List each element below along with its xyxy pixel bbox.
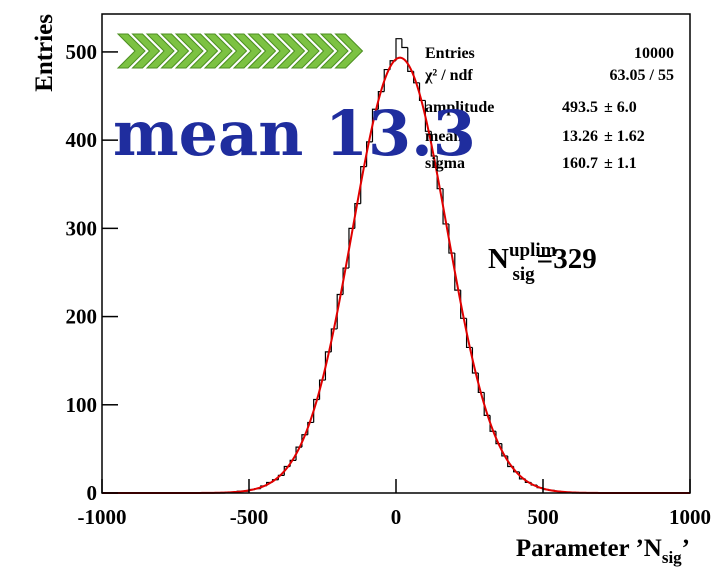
y-tick-label: 0 xyxy=(87,481,98,505)
chevron xyxy=(261,33,291,69)
stats-name: mean xyxy=(425,128,462,145)
plot-frame xyxy=(101,13,691,494)
histogram-bin xyxy=(418,82,426,102)
y-tick-label: 500 xyxy=(66,40,98,64)
histogram-bin xyxy=(395,38,402,61)
stats-value: 13.26 xyxy=(562,128,598,145)
y-tick-label: 200 xyxy=(66,305,98,329)
chevron xyxy=(319,33,349,69)
stats-value: 160.7 xyxy=(562,155,598,172)
chevron xyxy=(189,33,219,69)
y-tick-label: 100 xyxy=(66,393,98,417)
x-title-after: ’ xyxy=(682,535,690,562)
y-tick-label: 300 xyxy=(66,216,98,240)
histogram-bin xyxy=(401,38,408,49)
chevron xyxy=(247,33,277,69)
stats-name: sigma xyxy=(425,155,465,172)
x-tick-label: 0 xyxy=(391,505,402,529)
stats-error: ± 6.0 xyxy=(604,99,637,116)
chevron xyxy=(290,33,320,69)
chevron xyxy=(203,33,233,69)
upper-limit-base: N xyxy=(488,243,509,275)
y-axis-title: Entries xyxy=(31,14,58,92)
x-tick-label: -1000 xyxy=(78,505,127,529)
stats-error: ± 1.1 xyxy=(604,155,637,172)
chevron xyxy=(334,33,364,69)
stats-error: ± 1.62 xyxy=(604,128,645,145)
stats-value: 493.5 xyxy=(562,99,598,116)
chevron xyxy=(232,33,262,69)
overlay-text: mean 13.3 xyxy=(113,97,476,170)
upper-limit-label: Nuplim sig=329 xyxy=(488,240,597,285)
chevron xyxy=(276,33,306,69)
stats-name: χ² / ndf xyxy=(424,67,473,84)
chevron xyxy=(218,33,248,69)
chevron xyxy=(305,33,335,69)
chevron xyxy=(131,33,161,69)
x-tick-label: 1000 xyxy=(669,505,711,529)
chevron xyxy=(160,33,190,69)
x-title-main: Parameter ’N xyxy=(516,535,662,562)
green-banner xyxy=(116,33,364,69)
chevron xyxy=(174,33,204,69)
upper-limit-sub: sig xyxy=(512,264,535,285)
histogram-bin xyxy=(436,156,444,190)
stats-value: 63.05 / 55 xyxy=(610,67,674,84)
upper-limit-text: =329 xyxy=(537,243,597,275)
x-tick-label: -500 xyxy=(230,505,269,529)
chevron xyxy=(145,33,175,69)
x-axis-title: Parameter ’Nsig’ xyxy=(516,535,690,567)
x-tick-label: 500 xyxy=(527,505,559,529)
stats-name: amplitude xyxy=(425,99,494,116)
stats-name: Entries xyxy=(425,45,475,62)
chevron xyxy=(116,33,146,69)
upper-limit-sup: uplim xyxy=(509,240,557,261)
x-title-sub: sig xyxy=(662,548,682,567)
y-tick-label: 400 xyxy=(66,128,98,152)
stats-value: 10000 xyxy=(634,45,674,62)
